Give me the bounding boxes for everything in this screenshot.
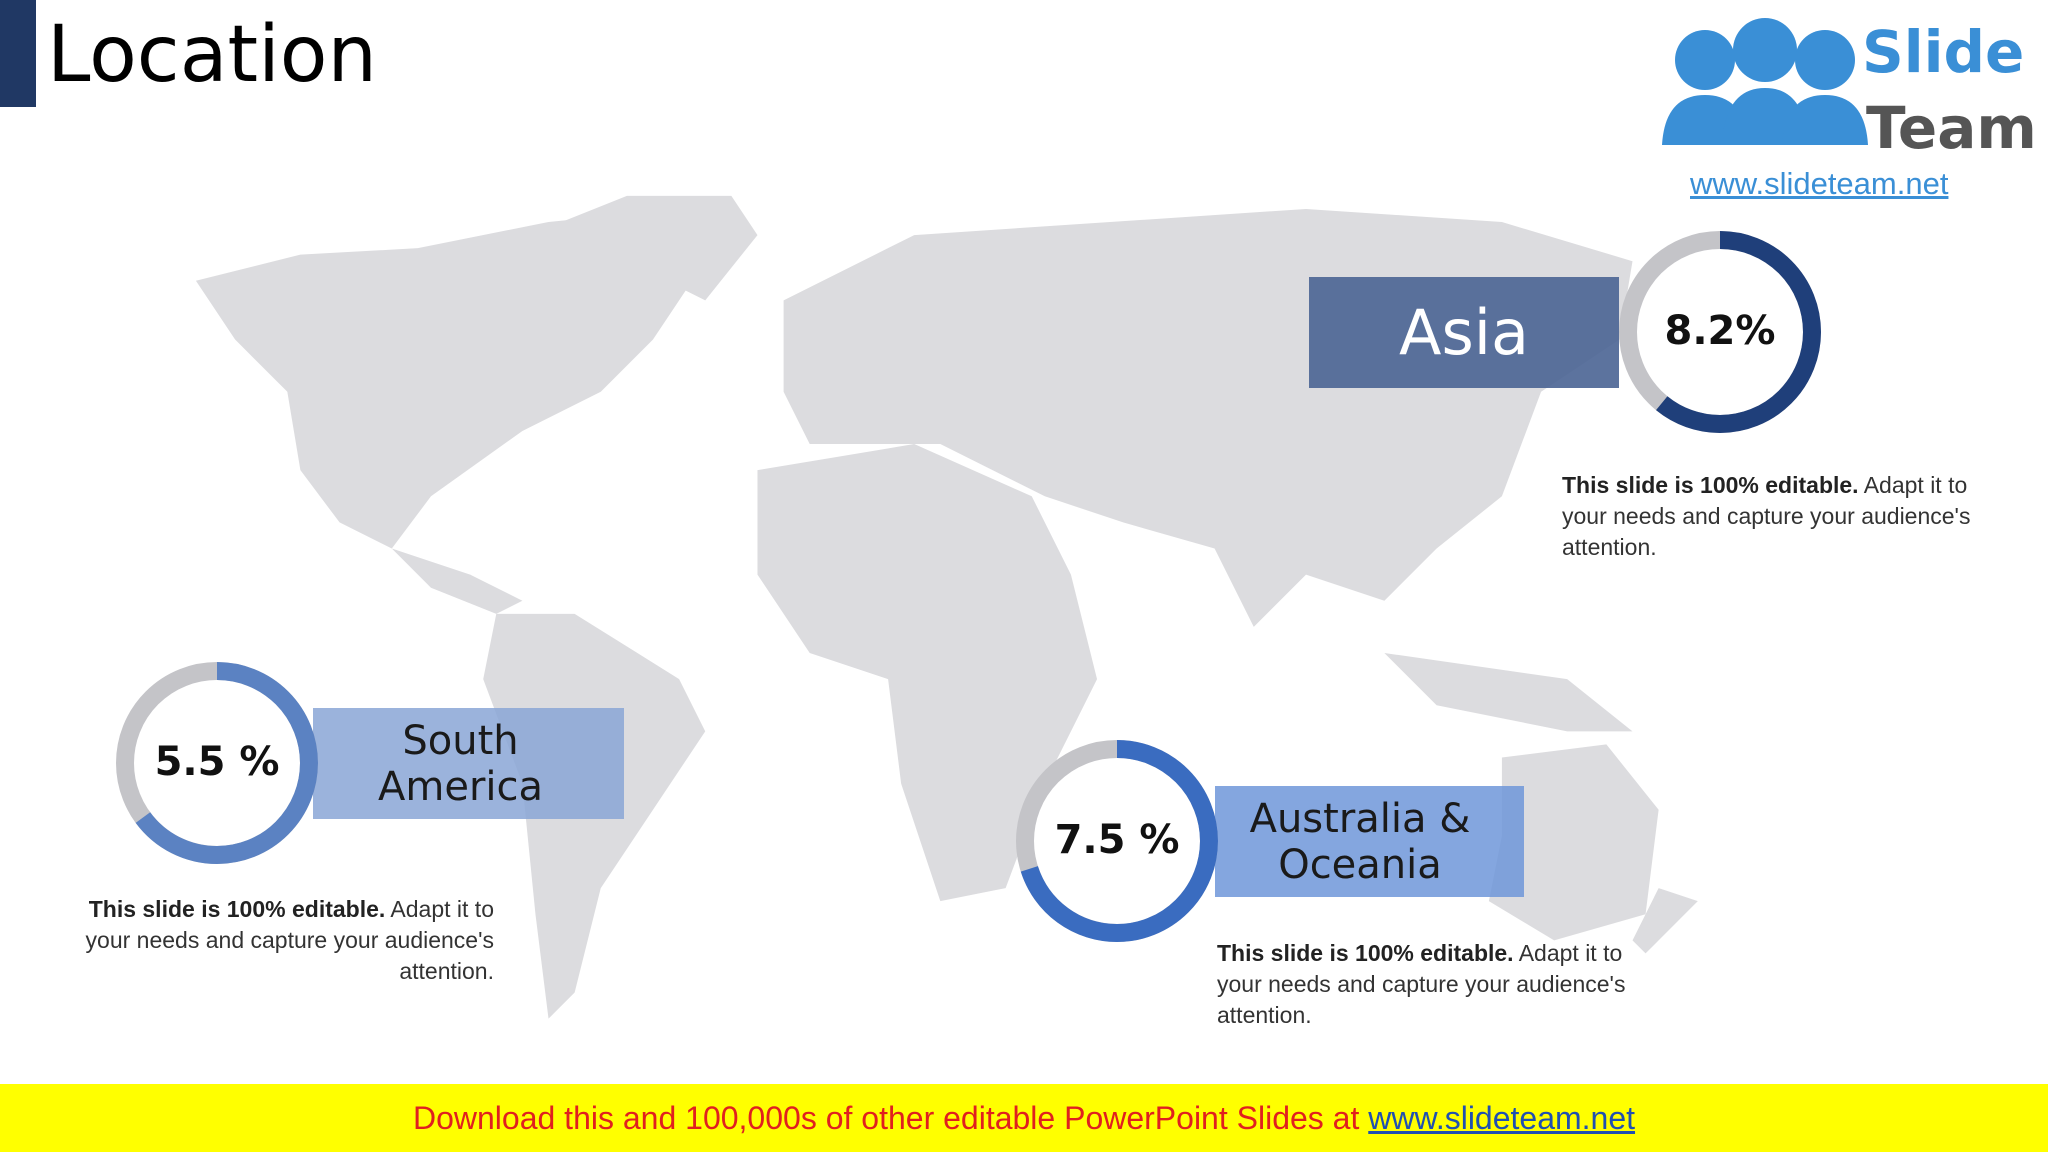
sa-value: 5.5 %	[154, 739, 280, 785]
footer-link[interactable]: www.slideteam.net	[1368, 1100, 1636, 1136]
aus-value: 7.5 %	[1054, 817, 1180, 863]
desc-text: Adapt it to your needs and capture your …	[1562, 472, 1971, 560]
aus-description: This slide is 100% editable. Adapt it to…	[1217, 938, 1637, 1031]
logo-slide: Slide	[1862, 18, 2025, 86]
sa-donut	[116, 662, 318, 864]
asia-donut	[1619, 231, 1821, 433]
title: Location	[47, 10, 377, 100]
title-bar	[0, 0, 36, 107]
desc-text: Adapt it to your needs and capture your …	[85, 896, 494, 984]
sa-label-box	[313, 708, 624, 819]
aus-label: Australia & Oceania	[1249, 795, 1471, 888]
asia-value: 8.2%	[1664, 308, 1776, 354]
desc-bold: This slide is 100% editable.	[1217, 940, 1514, 966]
sa-label: South America	[378, 717, 543, 810]
logo-team: Team	[1866, 94, 2037, 162]
aus-donut	[1016, 740, 1218, 942]
desc-bold: This slide is 100% editable.	[88, 896, 386, 922]
footer-text: Download this and 100,000s of other edit…	[412, 1100, 1360, 1136]
desc-text: Adapt it to your needs and capture your …	[1217, 940, 1626, 1028]
logo-url[interactable]: www.slideteam.net	[1690, 166, 1949, 201]
footer-banner	[0, 1084, 2048, 1152]
desc-bold: This slide is 100% editable.	[1562, 472, 1859, 498]
asia-label: Asia	[1399, 295, 1529, 369]
footer: Download this and 100,000s of other edit…	[0, 1100, 2048, 1137]
aus-label-box	[1215, 786, 1524, 897]
asia-description: This slide is 100% editable. Adapt it to…	[1562, 470, 1982, 563]
asia-label-box	[1309, 277, 1619, 388]
logo-icon	[1662, 18, 1868, 145]
sa-description: This slide is 100% editable. Adapt it to…	[74, 894, 494, 987]
